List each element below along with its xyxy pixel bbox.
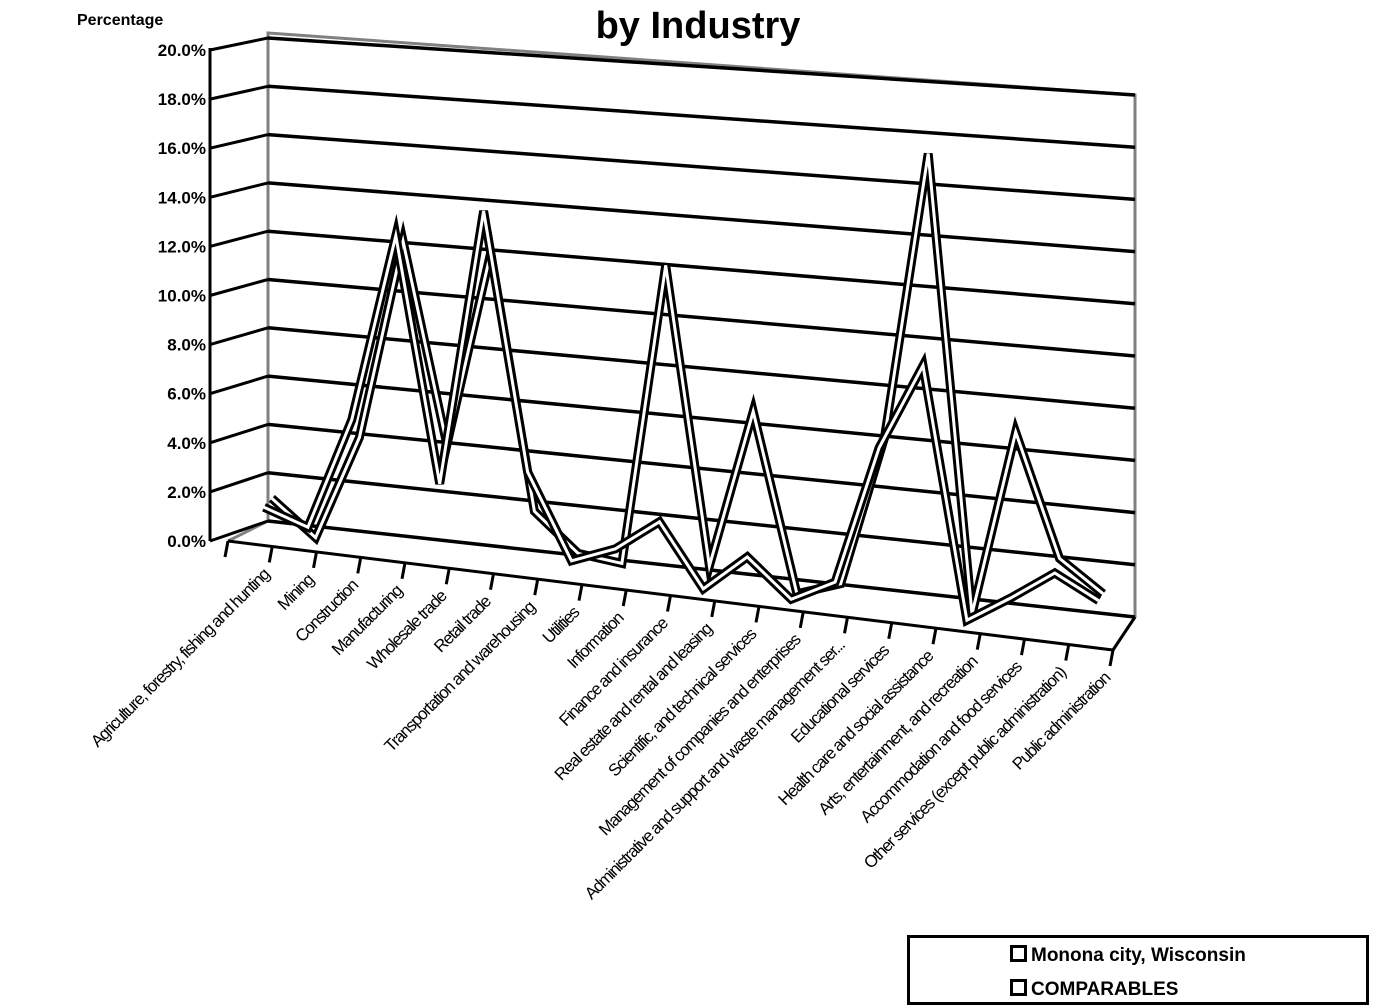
x-tick — [887, 622, 894, 640]
floor-right-edge — [1111, 616, 1137, 651]
chart-title: by Industry — [596, 5, 801, 47]
x-tick — [356, 557, 363, 574]
y-tick-label: 20.0% — [158, 41, 206, 60]
category-label: Agriculture, forestry, fishing and hunti… — [87, 565, 273, 751]
y-tick-label: 4.0% — [167, 434, 206, 453]
series-line-0 — [270, 153, 1105, 615]
x-tick — [621, 589, 628, 607]
x-tick — [444, 567, 451, 585]
y-tick-label: 16.0% — [158, 139, 206, 158]
gridline — [267, 519, 1136, 619]
gridline — [267, 132, 1136, 202]
x-tick — [798, 611, 805, 629]
category-label: Utilities — [539, 603, 583, 647]
gridline — [267, 422, 1136, 515]
legend-swatch-1 — [1010, 979, 1027, 996]
gridline — [267, 36, 1136, 97]
gridline — [267, 84, 1136, 149]
gridline-side — [209, 84, 269, 101]
y-axis-label: Percentage — [77, 12, 163, 29]
gridline — [267, 277, 1136, 358]
y-tick-label: 0.0% — [167, 532, 206, 551]
x-tick — [1020, 638, 1026, 656]
legend-label-1: COMPARABLES — [1031, 979, 1179, 1000]
y-tick-label: 18.0% — [158, 90, 206, 109]
y-tick-label: 2.0% — [167, 483, 206, 502]
x-tick — [312, 551, 318, 569]
x-tick — [1108, 649, 1115, 667]
x-tick — [843, 617, 849, 634]
x-tick — [267, 546, 274, 563]
legend-swatch-0 — [1010, 945, 1027, 962]
category-label: Mining — [274, 570, 318, 614]
gridline — [267, 229, 1136, 306]
gridline-side — [209, 471, 269, 494]
x-tick — [577, 584, 584, 601]
x-tick — [533, 578, 540, 596]
gridline-side — [209, 326, 269, 347]
x-tick — [666, 595, 672, 612]
x-axis — [223, 539, 1137, 667]
gridline-side — [209, 133, 269, 150]
x-tick — [1064, 644, 1071, 661]
y-tick-label: 10.0% — [158, 287, 206, 306]
gridline — [267, 181, 1136, 254]
x-tick — [931, 627, 938, 645]
y-tick-label: 8.0% — [167, 336, 206, 355]
x-tick — [489, 573, 495, 590]
y-tick-label: 12.0% — [158, 237, 206, 256]
x-tick — [400, 562, 407, 580]
x-tick — [710, 600, 717, 618]
legend-item-1: COMPARABLES — [1010, 979, 1178, 1001]
y-tick-label: 6.0% — [167, 385, 206, 404]
y-tick-label: 14.0% — [158, 188, 206, 207]
legend-label-0: Monona city, Wisconsin — [1031, 945, 1246, 966]
y-axis: 0.0% 2.0% 4.0% 6.0% 8.0% 10.0% 12.0% 14.0% 16.0%… — [158, 41, 212, 551]
gridline-side — [209, 519, 269, 543]
gridline — [267, 374, 1136, 463]
series-lines — [262, 152, 1107, 627]
gridline-side — [209, 229, 269, 248]
gridline-side — [209, 36, 269, 52]
gridline-side — [209, 422, 269, 445]
gridline-side — [209, 181, 269, 199]
category-labels: Agriculture, forestry, fishing and hunti… — [87, 565, 1114, 904]
legend: Monona city, Wisconsin COMPARABLES — [907, 935, 1369, 1005]
series-line-1 — [263, 210, 1100, 623]
x-tick — [975, 633, 982, 650]
gridline-side — [209, 278, 269, 297]
x-tick — [754, 606, 761, 623]
gridline-side — [209, 374, 269, 396]
gridline — [267, 326, 1136, 410]
x-tick — [223, 540, 230, 558]
legend-item-0: Monona city, Wisconsin — [1010, 945, 1246, 967]
